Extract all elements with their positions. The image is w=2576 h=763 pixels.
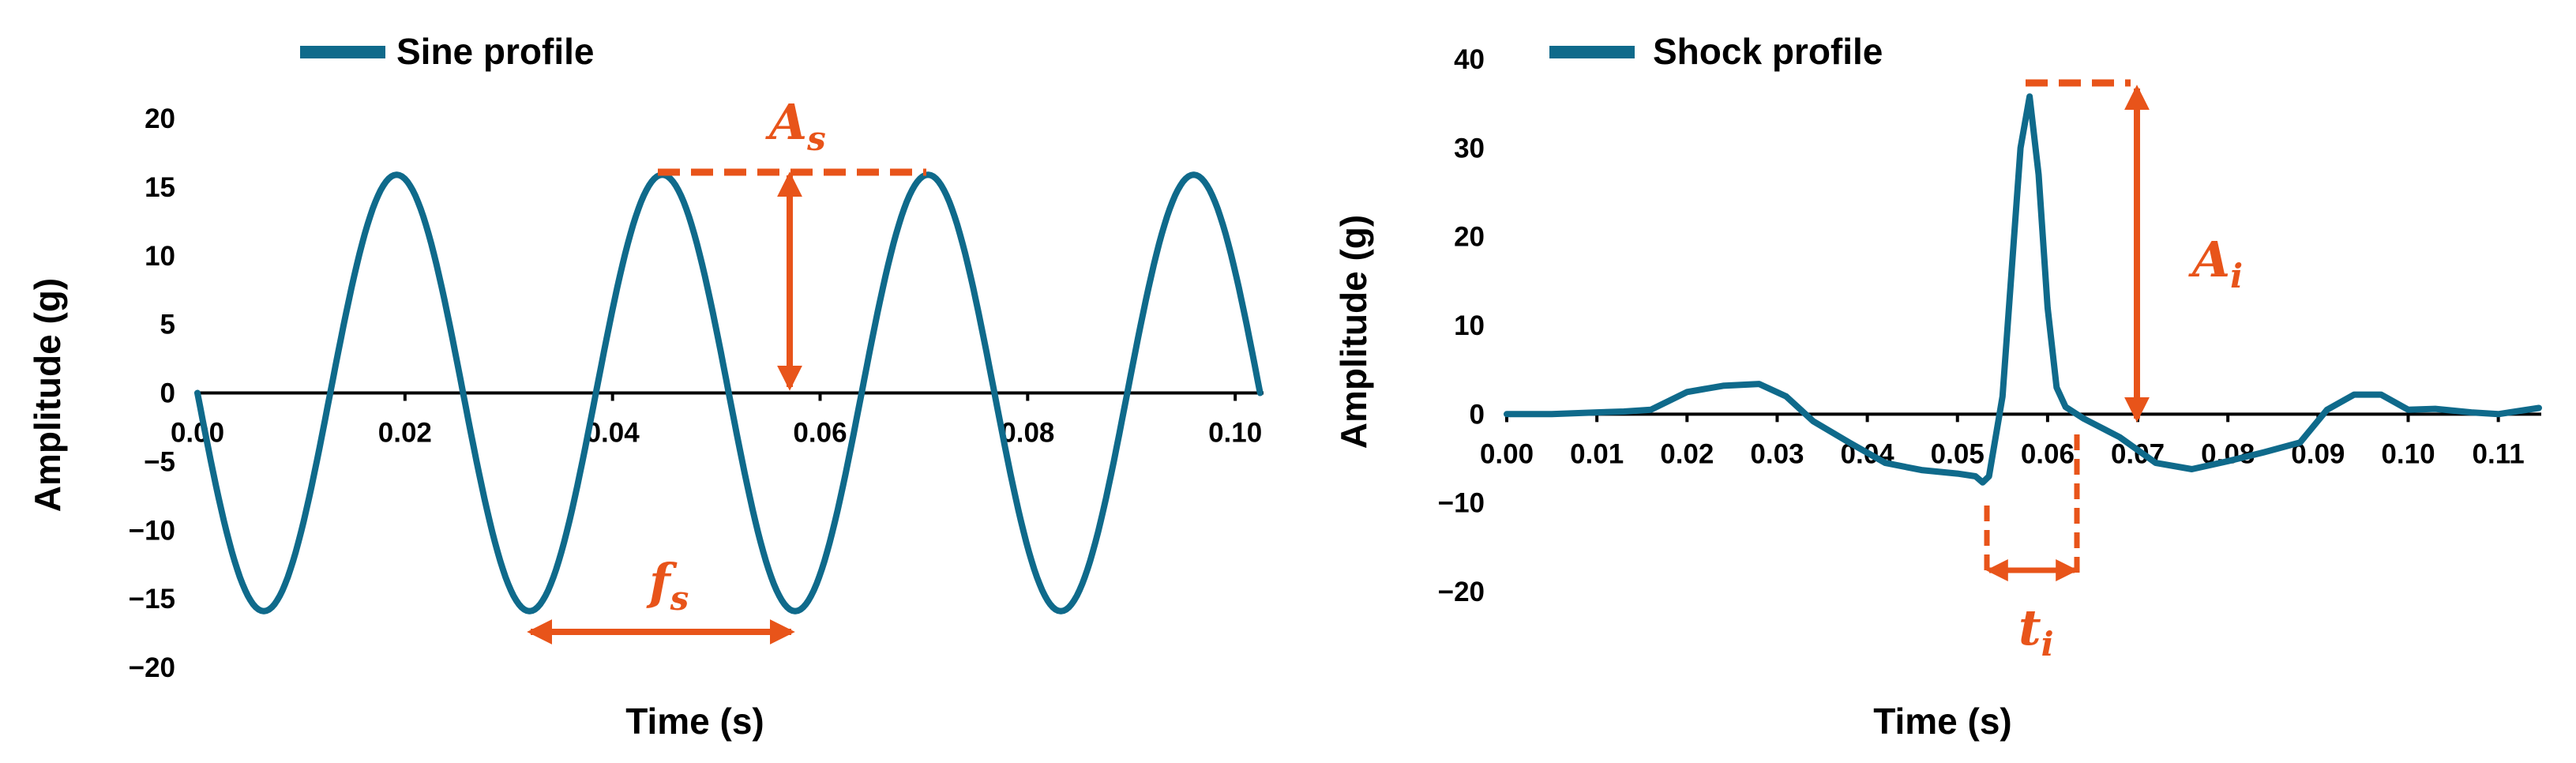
shock-duration-label: ti	[2018, 599, 2054, 663]
sine-y-tick-label: −20	[129, 652, 175, 683]
shock-y-tick-label: 20	[1454, 222, 1485, 253]
sine-x-tick-label: 0.00	[171, 418, 224, 449]
shock-series-line	[1504, 93, 2542, 486]
shock-x-tick-label: 0.06	[2021, 438, 2075, 469]
shock-y-axis-title: Amplitude (g)	[1333, 215, 1374, 449]
sine-amplitude-label: As	[765, 93, 826, 158]
sine-y-tick-label: 5	[160, 310, 175, 340]
sine-series-line	[194, 171, 1264, 615]
shock-y-tick-label: 30	[1454, 133, 1485, 164]
sine-y-axis-title: Amplitude (g)	[27, 278, 68, 512]
sine-y-tick-label: 15	[145, 172, 175, 203]
sine-x-tick-label: 0.06	[793, 418, 847, 449]
sine-y-tick-label: 20	[145, 103, 175, 134]
shock-y-tick-label: 40	[1454, 44, 1485, 75]
sine-x-tick-label: 0.02	[378, 418, 432, 449]
sine-y-tick-label: −10	[129, 515, 175, 546]
shock-x-tick-label: 0.11	[2473, 438, 2525, 469]
sine-frequency-label: fs	[646, 553, 689, 618]
sine-x-tick-label: 0.08	[1001, 418, 1054, 449]
shock-x-tick-label: 0.03	[1750, 438, 1804, 469]
sine-legend-label: Sine profile	[396, 31, 594, 72]
shock-y-tick-label: −20	[1438, 577, 1485, 607]
shock-x-tick-label: 0.00	[1480, 438, 1534, 469]
shock-x-tick-label: 0.01	[1570, 438, 1624, 469]
sine-x-axis-title: Time (s)	[625, 701, 764, 742]
shock-x-tick-label: 0.05	[1931, 438, 1985, 469]
sine-x-tick-label: 0.04	[586, 418, 640, 449]
sine-x-tick-label: 0.10	[1208, 418, 1262, 449]
sine-x-tick-labels: 0.00 0.02 0.04 0.06 0.08 0.10	[171, 393, 1262, 449]
sine-y-tick-labels: 20 15 10 5 0 −5 −10 −15 −20	[129, 103, 175, 683]
shock-y-tick-labels: 40 30 20 10 0 −10 −20	[1438, 44, 1485, 607]
sine-chart: 20 15 10 5 0 −5 −10 −15 −20 0.00 0.02 0.04 0.06 0.08…	[27, 31, 1264, 742]
shock-legend-label: Shock profile	[1653, 31, 1883, 72]
shock-x-axis-title: Time (s)	[1873, 701, 2012, 742]
shock-y-tick-label: 0	[1470, 399, 1485, 430]
shock-x-tick-labels: 0.00 0.01 0.02 0.03 0.04 0.05 0.06 0.07 0.08 0.09…	[1480, 414, 2525, 469]
shock-y-tick-label: −10	[1438, 488, 1485, 519]
sine-y-tick-label: 0	[160, 378, 175, 409]
sine-y-tick-label: −15	[129, 584, 175, 615]
sine-y-tick-label: −5	[144, 446, 175, 477]
shock-y-tick-label: 10	[1454, 310, 1485, 341]
shock-x-tick-label: 0.10	[2381, 438, 2435, 469]
shock-x-tick-label: 0.02	[1660, 438, 1714, 469]
shock-amplitude-label: Ai	[2188, 231, 2243, 295]
sine-y-tick-label: 10	[145, 241, 175, 272]
